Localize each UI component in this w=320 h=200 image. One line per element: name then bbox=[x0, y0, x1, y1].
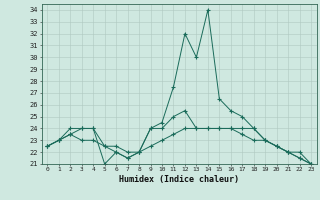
X-axis label: Humidex (Indice chaleur): Humidex (Indice chaleur) bbox=[119, 175, 239, 184]
